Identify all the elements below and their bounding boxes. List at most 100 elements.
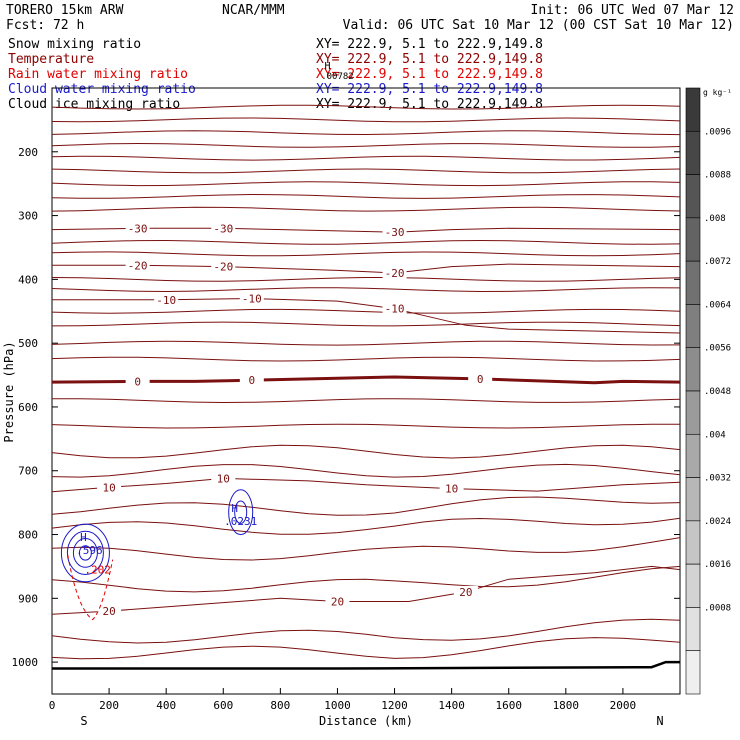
colorbar-segment xyxy=(685,390,701,435)
cloud-water-contour xyxy=(66,530,104,576)
isotherm-label-bg xyxy=(125,222,150,235)
isotherm-label: -20 xyxy=(213,261,233,274)
isotherm-line xyxy=(51,565,681,615)
colorbar-segment xyxy=(685,607,701,652)
x-axis-label: Distance (km) xyxy=(319,714,413,728)
temperature-contour xyxy=(51,168,681,174)
isotherm-label: 0 xyxy=(477,373,484,386)
plot-frame xyxy=(51,87,681,695)
cloud-water-contour xyxy=(78,545,92,561)
cloud-water-contour xyxy=(72,538,98,568)
temperature-contour xyxy=(51,517,681,535)
temperature-contour xyxy=(51,537,681,561)
x-tick-label: 1000 xyxy=(324,699,351,712)
temperature-contour xyxy=(51,130,681,136)
isotherm-label: -10 xyxy=(385,303,405,316)
colorbar-label: .0008 xyxy=(704,603,731,613)
cloud-water-contour xyxy=(60,523,110,583)
valid-time: Valid: 06 UTC Sat 10 Mar 12 (00 CST Sat … xyxy=(343,18,734,33)
isotherm-label-bg xyxy=(382,266,407,279)
colorbar-segment xyxy=(685,217,701,262)
isotherm-label: -20 xyxy=(128,259,148,272)
x-tick-label: 2000 xyxy=(610,699,637,712)
temperature-contour xyxy=(52,398,681,404)
isotherm-label-bg xyxy=(125,259,150,272)
isotherm-line xyxy=(52,297,681,334)
colorbar-label: .008 xyxy=(704,214,726,224)
isotherm-line xyxy=(52,263,681,274)
temperature-contour xyxy=(51,463,681,478)
colorbar-segment xyxy=(685,304,701,349)
field-xy: XY= 222.9, 5.1 to 222.9,149.8 xyxy=(316,82,543,97)
isotherm-label-bg xyxy=(239,292,264,305)
isotherm-line xyxy=(51,477,681,493)
cloud-ice-value: .00782 xyxy=(321,72,354,82)
isotherm-label: -30 xyxy=(213,222,233,235)
field-name: Rain water mixing ratio xyxy=(8,67,188,82)
temperature-contour xyxy=(51,155,681,161)
isotherm-label-bg xyxy=(97,481,122,494)
colorbar-label: .0032 xyxy=(704,474,731,484)
isotherm-label: 20 xyxy=(331,596,344,609)
isotherm-label: -10 xyxy=(156,294,176,307)
colorbar-segment xyxy=(685,477,701,522)
rain-water-value: .202 xyxy=(84,564,111,577)
field-name: Cloud water mixing ratio xyxy=(8,82,196,97)
cloud-water-high-marker: H xyxy=(80,531,87,544)
center-title: NCAR/MMM xyxy=(222,3,285,18)
colorbar-segment xyxy=(685,520,701,565)
colorbar-label: .0024 xyxy=(704,517,731,527)
x-tick-label: 600 xyxy=(213,699,233,712)
temperature-contour xyxy=(51,276,681,282)
temperature-contour xyxy=(51,637,681,660)
isotherm-line xyxy=(51,227,681,233)
colorbar-label: .004 xyxy=(704,430,726,440)
isotherm-label: 0 xyxy=(134,375,141,388)
y-tick-label: 600 xyxy=(18,401,38,414)
colorbar-label: .0072 xyxy=(704,257,731,267)
colorbar-label: .0064 xyxy=(704,300,731,310)
x-tick-label: 1600 xyxy=(495,699,522,712)
temperature-contour xyxy=(51,117,681,123)
isotherm-label: 0 xyxy=(249,374,256,387)
temperature-contour xyxy=(51,251,681,257)
isotherm-label-bg xyxy=(125,375,150,388)
x-tick-label: 1200 xyxy=(381,699,408,712)
temperature-contour xyxy=(51,287,681,293)
isotherm-label: 10 xyxy=(102,481,115,494)
rain-water-contour xyxy=(67,554,114,621)
cloud-water-contour xyxy=(234,500,248,524)
isotherm-label: 10 xyxy=(445,483,458,496)
colorbar-label: .0056 xyxy=(704,344,731,354)
field-name: Snow mixing ratio xyxy=(8,37,141,52)
y-tick-label: 1000 xyxy=(12,656,39,669)
init-time: Init: 06 UTC Wed 07 Mar 12 xyxy=(531,3,735,18)
x-tick-label: 0 xyxy=(49,699,56,712)
x-tick-label: 1400 xyxy=(438,699,465,712)
colorbar-label: .0088 xyxy=(704,171,731,181)
temperature-contour xyxy=(51,444,681,459)
y-tick-label: 400 xyxy=(18,273,38,286)
x-tick-label: 1800 xyxy=(553,699,580,712)
temperature-contour xyxy=(51,206,681,212)
colorbar-segment xyxy=(685,260,701,305)
field-legend: Snow mixing ratio XY= 222.9, 5.1 to 222.9… xyxy=(8,37,543,112)
isotherm-label-bg xyxy=(239,374,264,387)
temperature-contour xyxy=(51,496,681,516)
cloud-water-value: .596 xyxy=(76,544,103,557)
model-title: TORERO 15km ARW xyxy=(6,3,124,18)
isotherm-label-bg xyxy=(439,482,464,495)
colorbar-segment xyxy=(685,650,701,695)
colorbar-label: .0096 xyxy=(704,127,731,137)
y-tick-label: 800 xyxy=(18,529,38,542)
field-name: Cloud ice mixing ratio xyxy=(8,97,180,112)
isotherm-label-bg xyxy=(382,302,407,315)
temperature-contour xyxy=(51,340,681,346)
isotherm-label-bg xyxy=(468,372,493,385)
plot-area: -30 -30 -30 -20 -20 -20 -10 -10 -10 0 0 0 10 10 10 20 20… xyxy=(51,61,681,670)
colorbar-segment xyxy=(685,174,701,219)
cloud-water-contour xyxy=(228,489,254,536)
temperature-contour xyxy=(51,356,681,362)
colorbar-segment xyxy=(685,347,701,392)
